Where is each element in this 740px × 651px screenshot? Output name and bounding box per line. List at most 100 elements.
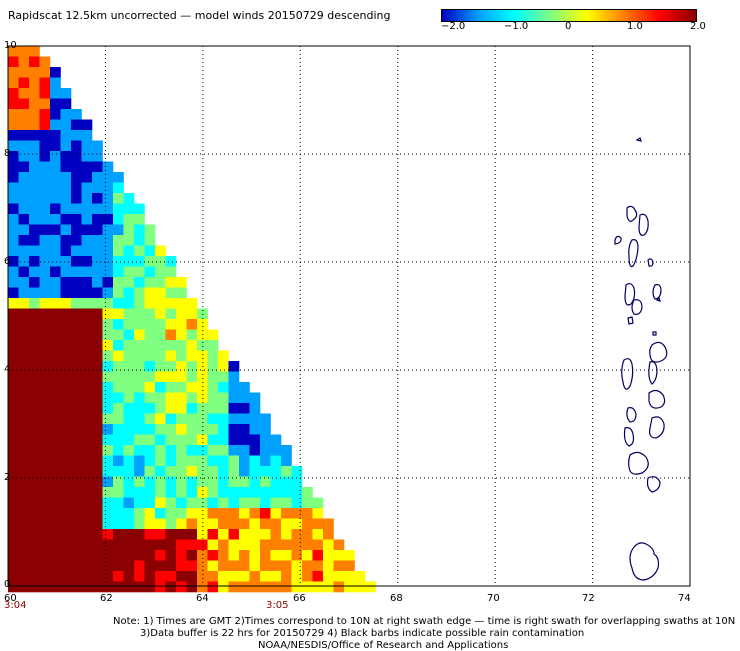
- swath-cell: [39, 445, 51, 456]
- swath-cell: [113, 277, 124, 288]
- swath-cell: [71, 487, 82, 498]
- swath-cell: [323, 571, 334, 582]
- swath-cell: [18, 266, 30, 278]
- swath-cell: [39, 161, 51, 173]
- swath-cell: [302, 581, 313, 593]
- swath-cell: [186, 445, 198, 456]
- swath-cell: [81, 172, 93, 183]
- swath-cell: [165, 445, 177, 456]
- swath-cell: [50, 287, 61, 299]
- swath-cell: [155, 434, 166, 446]
- swath-cell: [113, 193, 124, 204]
- swath-cell: [134, 424, 145, 435]
- swath-cell: [228, 413, 240, 425]
- swath-cell: [39, 298, 51, 309]
- swath-cell: [92, 539, 103, 551]
- swath-cell: [113, 319, 124, 330]
- swath-cell: [333, 581, 345, 593]
- swath-cell: [197, 487, 208, 498]
- swath-cell: [18, 46, 30, 57]
- swath-cell: [29, 161, 40, 173]
- swath-cell: [102, 235, 114, 246]
- swath-cell: [29, 424, 40, 435]
- swath-cell: [18, 214, 30, 225]
- swath-cell: [81, 518, 93, 530]
- swath-cell: [176, 497, 187, 509]
- swath-cell: [8, 329, 19, 341]
- swath-cell: [239, 550, 250, 561]
- swath-cell: [18, 350, 30, 362]
- swath-cell: [18, 581, 30, 593]
- swath-cell: [239, 518, 250, 530]
- swath-cell: [239, 413, 250, 425]
- colorbar-label-neg1: −1.0: [504, 21, 529, 32]
- swath-cell: [249, 539, 261, 551]
- swath-cell: [186, 361, 198, 372]
- swath-cell: [144, 539, 156, 551]
- swath-cell: [71, 392, 82, 404]
- swath-cell: [186, 350, 198, 362]
- swath-cell: [123, 434, 135, 446]
- swath-cell: [144, 434, 156, 446]
- swath-cell: [228, 434, 240, 446]
- swath-cell: [81, 424, 93, 435]
- swath-cell: [207, 371, 219, 383]
- swath-cell: [207, 424, 219, 435]
- swath-cell: [102, 434, 114, 446]
- swath-cell: [186, 455, 198, 467]
- swath-cell: [102, 518, 114, 530]
- swath-cell: [186, 382, 198, 393]
- swath-cell: [239, 434, 250, 446]
- swath-cell: [81, 235, 93, 246]
- swath-cell: [207, 550, 219, 561]
- swath-cell: [197, 518, 208, 530]
- swath-cell: [176, 518, 187, 530]
- swath-cell: [207, 581, 219, 593]
- swath-cell: [207, 382, 219, 393]
- swath-cell: [60, 119, 72, 131]
- swath-cell: [144, 424, 156, 435]
- swath-cell: [176, 476, 187, 488]
- swath-cell: [155, 266, 166, 278]
- swath-cell: [144, 445, 156, 456]
- swath-cell: [113, 361, 124, 372]
- swath-cell: [29, 340, 40, 351]
- swath-cell: [260, 476, 271, 488]
- swath-cell: [134, 235, 145, 246]
- swath-cell: [18, 277, 30, 288]
- swath-cell: [102, 266, 114, 278]
- swath-cell: [207, 571, 219, 582]
- swath-cell: [102, 340, 114, 351]
- swath-cell: [186, 329, 198, 341]
- swath-cell: [29, 245, 40, 257]
- swath-cell: [50, 466, 61, 477]
- swath-cell: [281, 508, 292, 519]
- swath-cell: [8, 266, 19, 278]
- swath-cell: [29, 487, 40, 498]
- swath-cell: [18, 298, 30, 309]
- swath-cell: [39, 455, 51, 467]
- island-outline: [649, 341, 668, 363]
- swath-cell: [218, 361, 229, 372]
- swath-cell: [134, 497, 145, 509]
- swath-cell: [50, 67, 61, 78]
- swath-cell: [29, 403, 40, 414]
- swath-cell: [60, 508, 72, 519]
- swath-cell: [176, 560, 187, 572]
- swath-cell: [29, 67, 40, 78]
- swath-cell: [18, 361, 30, 372]
- swath-cell: [186, 529, 198, 540]
- swath-cell: [113, 487, 124, 498]
- swath-cell: [165, 277, 177, 288]
- swath-cell: [92, 455, 103, 467]
- swath-cell: [197, 466, 208, 477]
- swath-cell: [81, 550, 93, 561]
- swath-cell: [249, 508, 261, 519]
- swath-cell: [134, 560, 145, 572]
- swath-cell: [207, 487, 219, 498]
- swath-cell: [29, 46, 40, 57]
- swath-cell: [123, 340, 135, 351]
- swath-cell: [165, 455, 177, 467]
- y-tick-4: 4: [4, 364, 11, 375]
- swath-cell: [155, 245, 166, 257]
